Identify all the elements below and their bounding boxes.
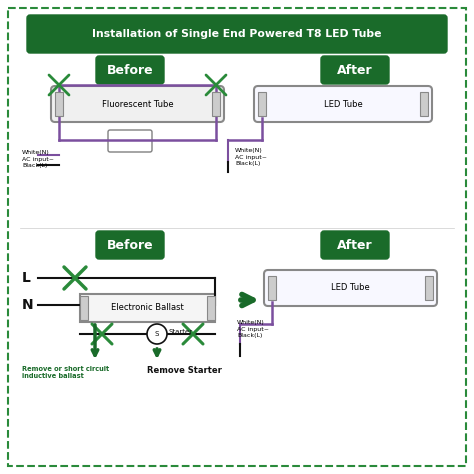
Text: White(N)
AC input~
Black(L): White(N) AC input~ Black(L): [22, 150, 54, 168]
Bar: [80, 296, 88, 320]
Bar: [55, 92, 63, 116]
Bar: [212, 92, 220, 116]
Text: Before: Before: [107, 64, 153, 76]
FancyBboxPatch shape: [321, 231, 389, 259]
Bar: [207, 296, 215, 320]
Text: Remove Starter: Remove Starter: [147, 366, 222, 375]
Circle shape: [147, 324, 167, 344]
Bar: [268, 276, 276, 300]
Bar: [258, 92, 266, 116]
Text: L: L: [22, 271, 31, 285]
Bar: [80, 294, 215, 322]
Text: White(N)
AC input~
Black(L): White(N) AC input~ Black(L): [237, 320, 269, 338]
Text: LED Tube: LED Tube: [331, 283, 370, 292]
Text: After: After: [337, 238, 373, 252]
FancyBboxPatch shape: [264, 270, 437, 306]
Bar: [425, 276, 433, 300]
Text: S: S: [155, 331, 159, 337]
FancyBboxPatch shape: [254, 86, 432, 122]
Text: Fluorescent Tube: Fluorescent Tube: [102, 100, 173, 109]
FancyBboxPatch shape: [96, 231, 164, 259]
Text: Starter: Starter: [169, 329, 193, 335]
FancyBboxPatch shape: [96, 56, 164, 84]
Text: Before: Before: [107, 238, 153, 252]
Text: LED Tube: LED Tube: [324, 100, 363, 109]
FancyBboxPatch shape: [321, 56, 389, 84]
FancyBboxPatch shape: [27, 15, 447, 53]
Text: Remove or short circuit
inductive ballast: Remove or short circuit inductive ballas…: [22, 366, 109, 380]
Text: White(N)
AC input~
Black(L): White(N) AC input~ Black(L): [235, 148, 267, 166]
Bar: [420, 92, 428, 116]
FancyBboxPatch shape: [108, 130, 152, 152]
FancyBboxPatch shape: [51, 86, 224, 122]
Text: After: After: [337, 64, 373, 76]
Text: Installation of Single End Powered T8 LED Tube: Installation of Single End Powered T8 LE…: [92, 29, 382, 39]
Text: Electronic Ballast: Electronic Ballast: [111, 303, 184, 312]
Text: N: N: [22, 298, 34, 312]
